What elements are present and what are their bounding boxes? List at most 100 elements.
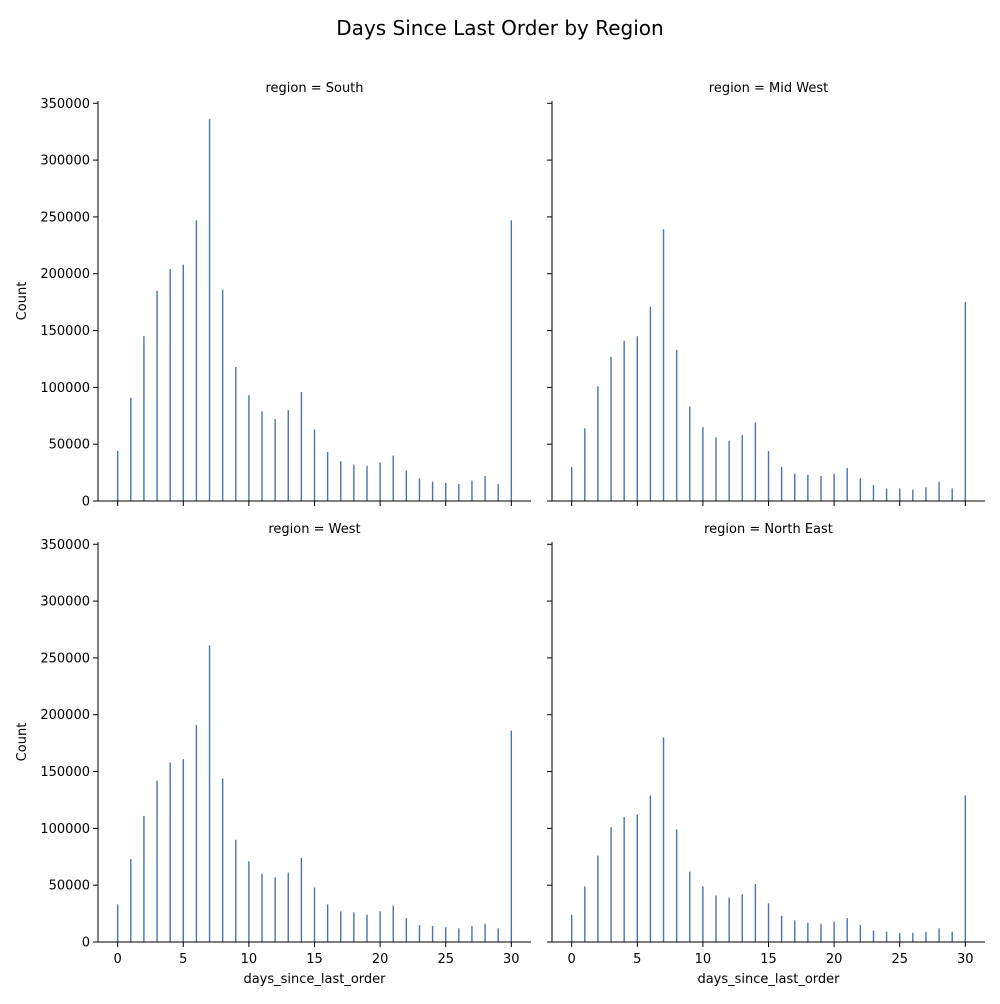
bar [649, 795, 652, 942]
bar [610, 827, 612, 942]
bar [366, 914, 368, 942]
x-tick-label: 30 [957, 952, 974, 967]
bar [820, 476, 822, 501]
bar [497, 483, 499, 501]
bar [807, 922, 809, 942]
y-tick-label: 0 [82, 495, 90, 510]
bar [510, 730, 513, 942]
x-tick-label: 25 [891, 952, 908, 967]
bar [405, 470, 408, 501]
bar [169, 762, 171, 942]
bar [754, 422, 757, 501]
bar [754, 884, 757, 942]
x-tick-label: 20 [826, 952, 843, 967]
bar [458, 928, 460, 942]
x-tick-label: 0 [568, 952, 576, 967]
bar [649, 306, 652, 501]
bar [610, 356, 612, 501]
y-tick-label: 50000 [49, 438, 90, 453]
bar [728, 897, 730, 942]
bar [208, 119, 211, 502]
bar [570, 914, 573, 942]
bar [445, 927, 447, 942]
bar [431, 926, 434, 942]
bar [623, 340, 625, 501]
bar [484, 476, 486, 501]
bar [872, 930, 875, 942]
bar [794, 473, 796, 501]
bar [623, 817, 625, 942]
bar [780, 466, 783, 501]
bar [636, 814, 638, 942]
bar [287, 872, 289, 942]
bar [274, 419, 276, 501]
y-tick-label: 50000 [49, 879, 90, 894]
bar [899, 488, 901, 501]
bar [885, 931, 888, 942]
panel-1: region = South 0 50000 100000 150000 200000 25… [15, 81, 531, 510]
bar [741, 894, 743, 942]
y-tick-label: 300000 [40, 595, 90, 610]
bar [313, 429, 316, 501]
bar [584, 428, 586, 501]
x-tick-label: 15 [760, 952, 777, 967]
y-tick-label: 100000 [40, 822, 90, 837]
bar [392, 905, 394, 942]
panel-title: region = West [268, 522, 360, 537]
bar [820, 923, 822, 942]
y-tick-label: 150000 [40, 324, 90, 339]
bar [274, 877, 276, 942]
bar [938, 928, 940, 942]
x-tick-label: 15 [306, 952, 323, 967]
bar [182, 759, 184, 942]
bar [418, 478, 421, 501]
bar [353, 464, 355, 501]
y-tick-label: 0 [82, 936, 90, 951]
bar [702, 427, 704, 501]
y-tick-label: 250000 [40, 651, 90, 666]
bar [445, 482, 447, 501]
bar [366, 465, 368, 501]
x-tick-label: 10 [241, 952, 258, 967]
bar [300, 857, 303, 942]
bar [326, 452, 329, 501]
figure-title: Days Since Last Order by Region [336, 16, 664, 40]
bar [964, 302, 967, 501]
bar [379, 462, 381, 501]
bar [925, 931, 927, 942]
bar [767, 451, 770, 501]
bar [261, 411, 263, 501]
x-axis-label: days_since_last_order [243, 972, 386, 987]
bar [846, 918, 848, 942]
bar [675, 829, 678, 942]
bar [169, 269, 171, 501]
y-tick-label: 200000 [40, 708, 90, 723]
bar [859, 924, 862, 942]
bar [899, 932, 901, 942]
bar [912, 489, 914, 501]
bar [846, 468, 848, 501]
bar [340, 911, 342, 942]
bar [715, 895, 717, 942]
bar [833, 473, 835, 501]
x-tick-label: 0 [114, 952, 122, 967]
bar [872, 485, 875, 501]
bar [925, 487, 927, 501]
bar [675, 349, 678, 501]
x-tick-label: 25 [437, 952, 454, 967]
bar [780, 915, 783, 942]
bar [431, 481, 434, 501]
bar [767, 903, 770, 942]
bar [794, 920, 796, 942]
bar [885, 488, 888, 501]
bar [833, 921, 835, 942]
x-tick-label: 20 [372, 952, 389, 967]
bar [497, 928, 499, 942]
y-tick-label: 250000 [40, 210, 90, 225]
bar [130, 859, 132, 942]
bar [353, 912, 355, 942]
bar [261, 873, 263, 942]
x-tick-label: 10 [695, 952, 712, 967]
bar [195, 220, 198, 501]
